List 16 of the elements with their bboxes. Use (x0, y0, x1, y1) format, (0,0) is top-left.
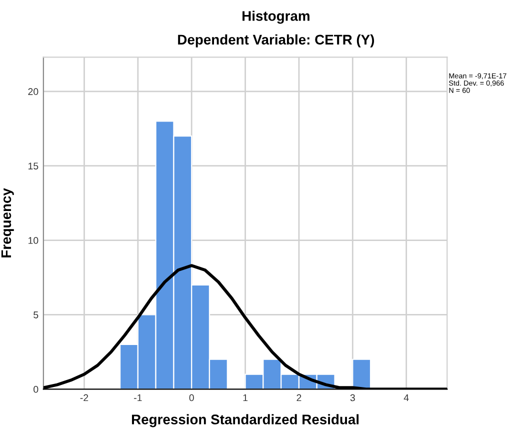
y-axis-title: Frequency (1, 188, 14, 258)
chart-title: Histogram (242, 10, 310, 24)
x-tick-label: 2 (296, 394, 302, 402)
y-tick-label: 20 (28, 88, 38, 96)
x-tick-label: -2 (80, 394, 88, 402)
y-tick-label: 0 (34, 386, 38, 393)
x-tick-label: 4 (404, 394, 409, 402)
x-tick-label: -1 (134, 394, 142, 402)
x-axis-title: Regression Standardized Residual (132, 414, 359, 428)
chart-subtitle: Dependent Variable: CETR (Y) (178, 34, 374, 48)
x-tick-label: 1 (243, 394, 248, 402)
x-tick-label: 3 (350, 394, 355, 402)
y-tick-label: 5 (34, 312, 38, 318)
y-tick-label: 15 (28, 162, 38, 170)
x-tick-label: 0 (189, 394, 194, 402)
y-tick-label: 10 (28, 237, 38, 244)
